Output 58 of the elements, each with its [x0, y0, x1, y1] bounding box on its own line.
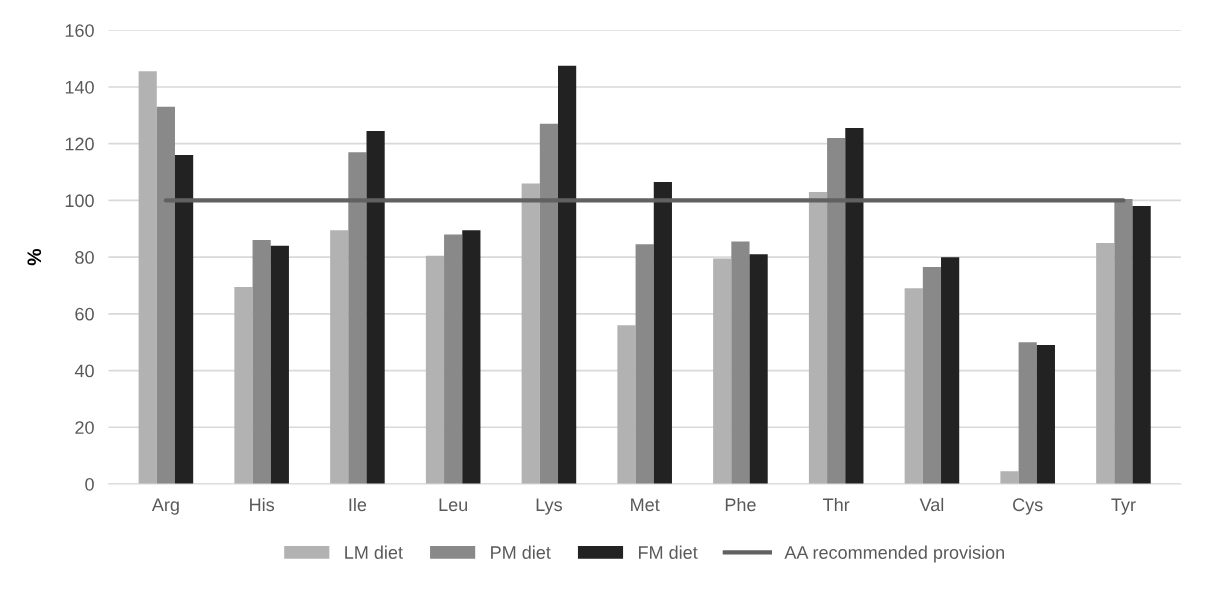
bar	[252, 240, 271, 484]
y-axis-title: %	[27, 248, 42, 266]
bar	[1096, 242, 1115, 484]
bar	[731, 241, 750, 484]
y-tick-label: 140	[65, 80, 94, 94]
x-tick-label: Lys	[536, 498, 562, 515]
legend-label: PM diet	[491, 545, 551, 559]
bar	[1036, 345, 1055, 484]
bar	[808, 191, 828, 484]
x-tick-label: Phe	[725, 497, 756, 512]
x-tick-label: Ile	[349, 497, 367, 512]
x-tick-label: Tyr	[1111, 498, 1136, 515]
y-tick-label: 40	[74, 364, 94, 378]
bar	[653, 181, 672, 484]
bar	[1000, 471, 1019, 484]
x-tick-label: His	[250, 497, 275, 512]
y-tick-label: 80	[75, 251, 94, 264]
bar	[558, 65, 577, 484]
x-tick-label: Val	[919, 497, 944, 512]
y-tick-label: 100	[65, 194, 94, 208]
bar	[904, 288, 923, 484]
x-tick-label: Met	[631, 498, 660, 512]
y-tick-label: 160	[65, 24, 94, 37]
x-tick-label: Cys	[1013, 498, 1043, 515]
bar	[845, 128, 864, 484]
x-tick-label: Arg	[151, 498, 179, 515]
bar	[521, 183, 540, 484]
legend-label: AA recommended provision	[784, 545, 1004, 563]
bar	[330, 230, 349, 484]
y-tick-label: 60	[75, 307, 94, 321]
bar	[539, 123, 559, 484]
bar	[444, 234, 463, 484]
bar	[635, 244, 654, 484]
bar	[713, 258, 732, 484]
bar	[922, 267, 942, 484]
bar	[138, 71, 157, 484]
bar	[827, 138, 846, 484]
x-tick-label: Thr	[823, 497, 850, 511]
bar	[156, 106, 175, 484]
bar	[617, 325, 636, 484]
legend-label: LM diet	[345, 545, 403, 559]
bar	[175, 155, 194, 484]
bar	[425, 255, 445, 484]
bar	[270, 245, 289, 484]
bar	[1132, 206, 1151, 484]
y-tick-label: 0	[85, 477, 94, 491]
bar	[348, 152, 367, 484]
bar	[749, 254, 768, 484]
bar	[1018, 342, 1037, 484]
bar	[462, 230, 481, 484]
y-tick-label: 120	[65, 137, 94, 151]
y-tick-label: 20	[75, 421, 94, 434]
bar	[941, 257, 960, 484]
bar	[234, 286, 253, 484]
x-tick-label: Leu	[439, 498, 468, 512]
bar	[366, 130, 385, 484]
bar	[1114, 198, 1133, 484]
legend-label: FM diet	[639, 545, 698, 559]
